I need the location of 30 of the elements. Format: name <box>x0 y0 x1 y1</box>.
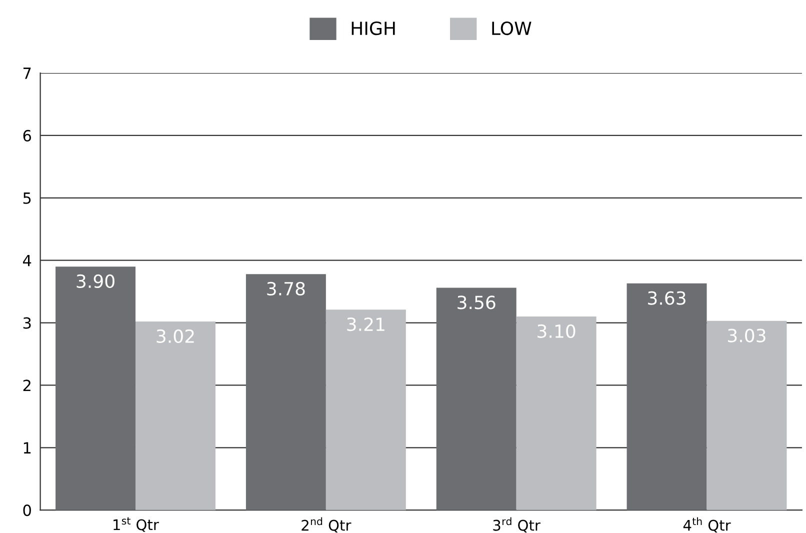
y-tick-label: 3 <box>23 317 31 329</box>
data-label: 3.21 <box>347 317 384 332</box>
bar <box>56 266 136 510</box>
data-label: 3.02 <box>156 329 194 343</box>
x-tick-label: 4$^{th}$ Qtr <box>683 517 731 532</box>
x-tick-label: 3$^{rd}$ Qtr <box>493 517 540 532</box>
y-tick-label: 1 <box>24 442 31 454</box>
data-label: 3.56 <box>458 296 496 310</box>
bar <box>326 310 406 510</box>
data-label: 3.03 <box>728 328 766 342</box>
x-tick-label: 1$^{st}$ Qtr <box>114 517 159 532</box>
data-label: 3.90 <box>76 274 114 288</box>
legend-label: LOW <box>492 21 532 36</box>
data-label: 3.78 <box>267 282 305 296</box>
y-tick-label: 4 <box>22 255 32 266</box>
bar <box>246 274 326 510</box>
data-label: 3.63 <box>648 291 686 305</box>
data-label: 3.10 <box>538 324 576 338</box>
y-tick-label: 0 <box>23 504 31 516</box>
y-tick-label: 2 <box>23 380 30 392</box>
x-tick-label: 2$^{nd}$ Qtr <box>302 517 352 532</box>
bar <box>516 316 596 510</box>
y-tick-label: 5 <box>23 192 31 204</box>
bar <box>136 322 216 510</box>
y-tick-label: 7 <box>24 68 31 79</box>
bar <box>436 288 516 510</box>
bar <box>626 283 707 510</box>
legend-label: HIGH <box>352 21 395 36</box>
bar <box>706 320 787 510</box>
y-tick-label: 6 <box>23 130 32 142</box>
